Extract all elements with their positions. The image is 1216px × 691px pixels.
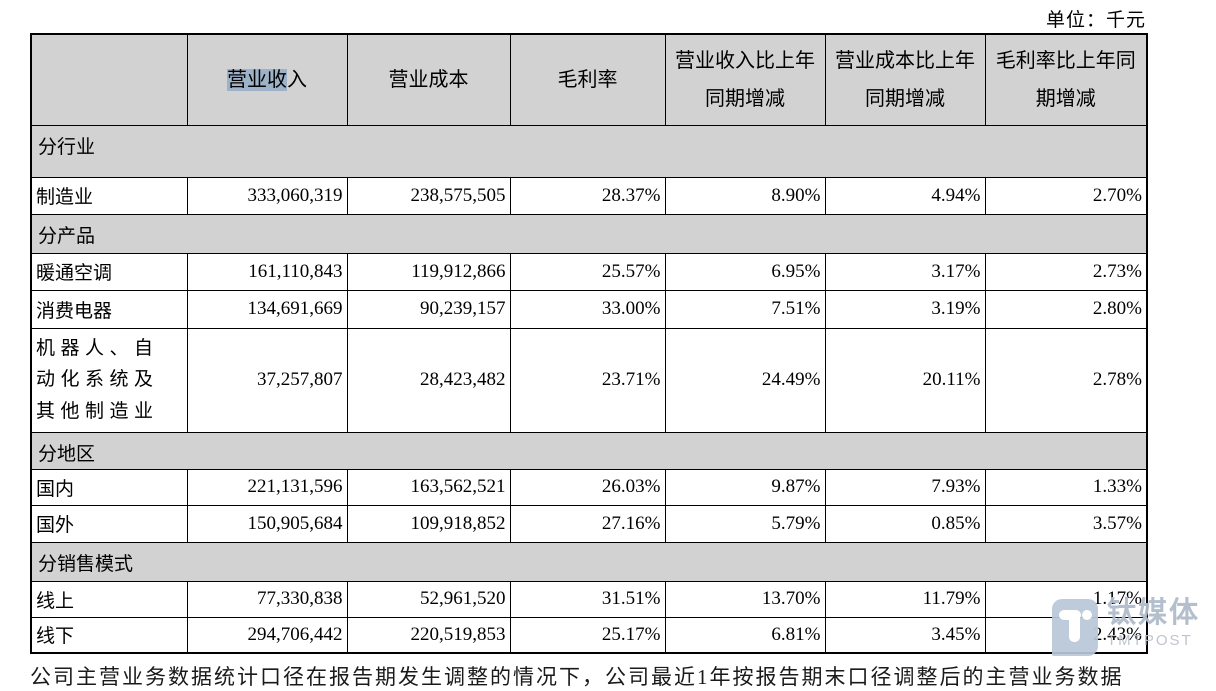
revenue-cell: 37,257,807 <box>186 327 348 433</box>
margin-yoy-cell: 2.70% <box>984 176 1148 215</box>
margin-cell: 25.57% <box>509 252 666 291</box>
row-label: 线上 <box>30 580 188 618</box>
margin-cell: 26.03% <box>509 468 666 506</box>
margin-yoy-cell: 2.73% <box>984 252 1148 291</box>
row-label: 消费电器 <box>30 289 188 329</box>
section-label: 分地区 <box>30 431 1148 470</box>
table-row: 消费电器 134,691,669 90,239,157 33.00% 7.51%… <box>30 289 1148 329</box>
margin-yoy-cell: 1.33% <box>984 468 1148 506</box>
table-row: 制造业 333,060,319 238,575,505 28.37% 8.90%… <box>30 176 1148 215</box>
row-label: 制造业 <box>30 176 188 215</box>
cost-cell: 238,575,505 <box>346 176 511 215</box>
margin-cell: 31.51% <box>509 580 666 618</box>
header-revenue-yoy: 营业收入比上年同期增减 <box>664 33 826 126</box>
cost-yoy-cell: 0.85% <box>824 504 986 543</box>
cost-yoy-cell: 3.45% <box>824 616 986 654</box>
cost-cell: 220,519,853 <box>346 616 511 654</box>
section-row-by-industry: 分行业 <box>30 124 1148 178</box>
margin-cell: 27.16% <box>509 504 666 543</box>
cost-cell: 119,912,866 <box>346 252 511 291</box>
revenue-yoy-cell: 24.49% <box>664 327 826 433</box>
section-label: 分产品 <box>30 213 1148 254</box>
header-blank-cell <box>30 33 188 126</box>
margin-yoy-cell: 2.80% <box>984 289 1148 329</box>
margin-cell: 33.00% <box>509 289 666 329</box>
revenue-cell: 77,330,838 <box>186 580 348 618</box>
revenue-cell: 221,131,596 <box>186 468 348 506</box>
section-label: 分销售模式 <box>30 541 1148 582</box>
cost-yoy-cell: 20.11% <box>824 327 986 433</box>
margin-yoy-cell: 2.78% <box>984 327 1148 433</box>
section-row-by-product: 分产品 <box>30 213 1148 254</box>
revenue-cell: 294,706,442 <box>186 616 348 654</box>
revenue-yoy-cell: 6.81% <box>664 616 826 654</box>
header-cost: 营业成本 <box>346 33 511 126</box>
margin-yoy-cell: 2.43% <box>984 616 1148 654</box>
revenue-yoy-cell: 6.95% <box>664 252 826 291</box>
row-label: 机器人、自动化系统及其他制造业 <box>30 327 188 433</box>
margin-cell: 28.37% <box>509 176 666 215</box>
cost-yoy-cell: 11.79% <box>824 580 986 618</box>
revenue-cell: 161,110,843 <box>186 252 348 291</box>
row-label: 国外 <box>30 504 188 543</box>
footer-note: 公司主营业务数据统计口径在报告期发生调整的情况下，公司最近1年按报告期末口径调整… <box>30 665 1124 689</box>
table-row: 国内 221,131,596 163,562,521 26.03% 9.87% … <box>30 468 1148 506</box>
revenue-cell: 150,905,684 <box>186 504 348 543</box>
cost-cell: 90,239,157 <box>346 289 511 329</box>
table-header-row: 营业收入 营业成本 毛利率 营业收入比上年同期增减 营业成本比上年同期增减 毛利… <box>30 33 1148 126</box>
header-margin: 毛利率 <box>509 33 666 126</box>
cost-yoy-cell: 7.93% <box>824 468 986 506</box>
revenue-yoy-cell: 8.90% <box>664 176 826 215</box>
margin-yoy-cell: 1.17% <box>984 580 1148 618</box>
cost-cell: 28,423,482 <box>346 327 511 433</box>
revenue-yoy-cell: 5.79% <box>664 504 826 543</box>
table-row: 暖通空调 161,110,843 119,912,866 25.57% 6.95… <box>30 252 1148 291</box>
section-row-by-region: 分地区 <box>30 431 1148 470</box>
row-label: 国内 <box>30 468 188 506</box>
row-label: 线下 <box>30 616 188 654</box>
revenue-yoy-cell: 7.51% <box>664 289 826 329</box>
header-cost-yoy: 营业成本比上年同期增减 <box>824 33 986 126</box>
cost-cell: 109,918,852 <box>346 504 511 543</box>
cost-yoy-cell: 4.94% <box>824 176 986 215</box>
cost-cell: 163,562,521 <box>346 468 511 506</box>
table-row: 国外 150,905,684 109,918,852 27.16% 5.79% … <box>30 504 1148 543</box>
unit-label: 单位：千元 <box>1045 10 1146 31</box>
revenue-yoy-cell: 9.87% <box>664 468 826 506</box>
revenue-yoy-cell: 13.70% <box>664 580 826 618</box>
header-revenue-rest: 入 <box>287 68 307 91</box>
revenue-cell: 134,691,669 <box>186 289 348 329</box>
margin-cell: 23.71% <box>509 327 666 433</box>
cost-cell: 52,961,520 <box>346 580 511 618</box>
selected-text: 营业收 <box>227 68 287 91</box>
margin-cell: 25.17% <box>509 616 666 654</box>
section-label: 分行业 <box>30 124 1148 178</box>
cost-yoy-cell: 3.17% <box>824 252 986 291</box>
table-row: 线上 77,330,838 52,961,520 31.51% 13.70% 1… <box>30 580 1148 618</box>
main-business-table: 营业收入 营业成本 毛利率 营业收入比上年同期增减 营业成本比上年同期增减 毛利… <box>30 33 1148 654</box>
cost-yoy-cell: 3.19% <box>824 289 986 329</box>
section-row-by-sales-model: 分销售模式 <box>30 541 1148 582</box>
row-label: 暖通空调 <box>30 252 188 291</box>
revenue-cell: 333,060,319 <box>186 176 348 215</box>
header-margin-yoy: 毛利率比上年同期增减 <box>984 33 1148 126</box>
margin-yoy-cell: 3.57% <box>984 504 1148 543</box>
table-row: 机器人、自动化系统及其他制造业 37,257,807 28,423,482 23… <box>30 327 1148 433</box>
table-row: 线下 294,706,442 220,519,853 25.17% 6.81% … <box>30 616 1148 654</box>
header-revenue: 营业收入 <box>186 33 348 126</box>
